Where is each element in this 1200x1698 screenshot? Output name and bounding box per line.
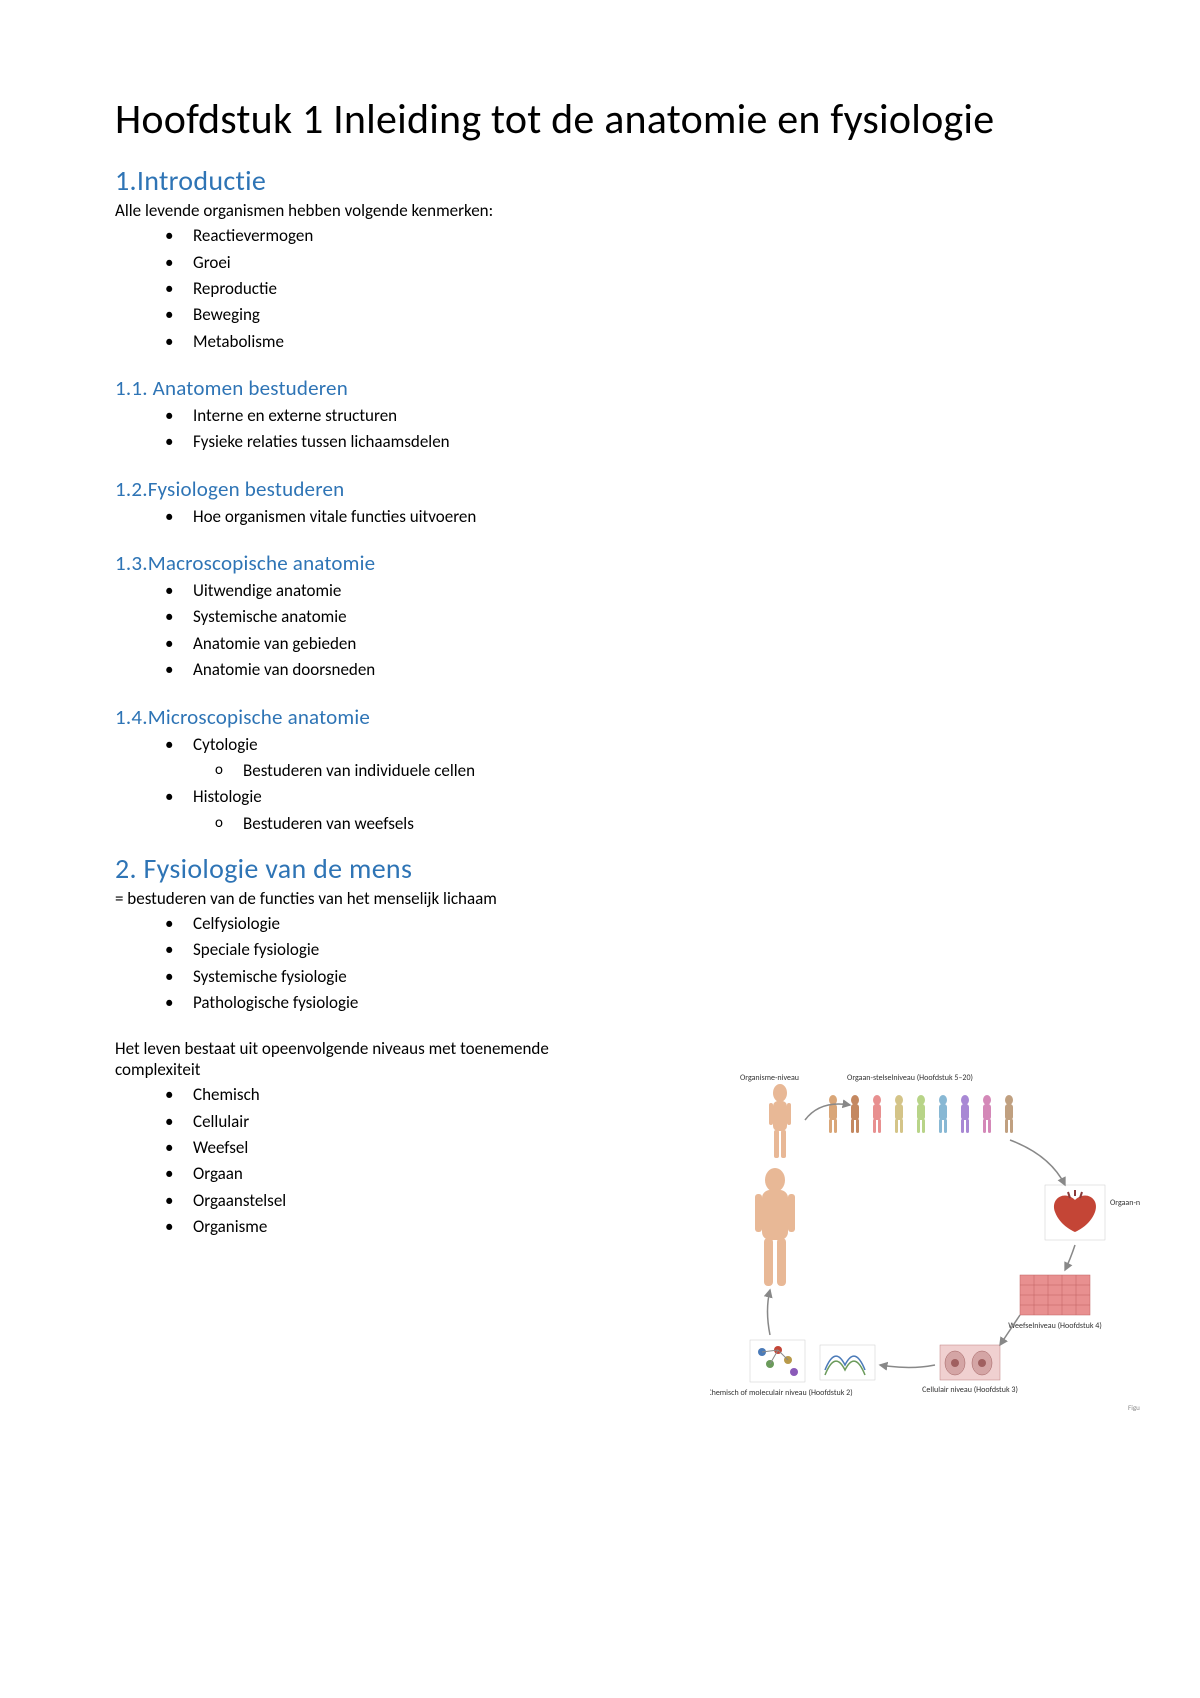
section1-4-heading: 1.4.Microscopische anatomie xyxy=(115,704,1085,730)
list-item: Speciale fysiologie xyxy=(115,937,1085,963)
list-item: Cytologie xyxy=(115,732,1085,758)
section1-heading: 1.Introductie xyxy=(115,163,1085,198)
section1-intro: Alle levende organismen hebben volgende … xyxy=(115,200,1085,221)
list-item: Celfysiologie xyxy=(115,911,1085,937)
list-item: Systemische fysiologie xyxy=(115,964,1085,990)
section1-1-heading: 1.1. Anatomen bestuderen xyxy=(115,375,1085,401)
section1-3-list: Uitwendige anatomie Systemische anatomie… xyxy=(115,578,1085,683)
list-item: Bestuderen van individuele cellen xyxy=(115,758,1085,784)
list-item: Bestuderen van weefsels xyxy=(115,811,1085,837)
fig-label: Weefselniveau (Hoofdstuk 4) xyxy=(1008,1321,1102,1331)
list-item: Groei xyxy=(115,250,1085,276)
list-item: Beweging xyxy=(115,302,1085,328)
list-item: Reactievermogen xyxy=(115,223,1085,249)
list-item: Anatomie van gebieden xyxy=(115,631,1085,657)
sub-list: Bestuderen van individuele cellen xyxy=(115,758,1085,784)
section2-list: Celfysiologie Speciale fysiologie System… xyxy=(115,911,1085,1016)
fig-caption: Figuur 1 xyxy=(1128,1403,1140,1412)
fig-label: Orgaan-stelselniveau (Hoofdstuk 5–20) xyxy=(847,1073,973,1083)
page-title: Hoofdstuk 1 Inleiding tot de anatomie en… xyxy=(115,95,1085,145)
list-item: Anatomie van doorsneden xyxy=(115,657,1085,683)
list-item: Fysieke relaties tussen lichaamsdelen xyxy=(115,429,1085,455)
section1-4-list: Cytologie xyxy=(115,732,1085,758)
section2-heading: 2. Fysiologie van de mens xyxy=(115,851,1085,886)
fig-label: Orgaan-niveau xyxy=(1110,1198,1140,1208)
list-item: Interne en externe structuren xyxy=(115,403,1085,429)
section1-2-list: Hoe organismen vitale functies uitvoeren xyxy=(115,504,1085,530)
section1-4-list2: Histologie xyxy=(115,784,1085,810)
list-item: Histologie xyxy=(115,784,1085,810)
section1-2-heading: 1.2.Fysiologen bestuderen xyxy=(115,476,1085,502)
sub-list: Bestuderen van weefsels xyxy=(115,811,1085,837)
fig-label: Cellulair niveau (Hoofdstuk 3) xyxy=(922,1385,1018,1395)
fig-label: Chemisch of moleculair niveau (Hoofdstuk… xyxy=(710,1388,853,1398)
section1-list: Reactievermogen Groei Reproductie Bewegi… xyxy=(115,223,1085,355)
anatomy-levels-figure: Organisme-niveau Orgaan-stelselniveau (H… xyxy=(710,1070,1140,1420)
list-item: Systemische anatomie xyxy=(115,604,1085,630)
list-item: Hoe organismen vitale functies uitvoeren xyxy=(115,504,1085,530)
section2-intro: = bestuderen van de functies van het men… xyxy=(115,888,1085,909)
list-item: Pathologische fysiologie xyxy=(115,990,1085,1016)
list-item: Uitwendige anatomie xyxy=(115,578,1085,604)
section1-1-list: Interne en externe structuren Fysieke re… xyxy=(115,403,1085,456)
fig-label: Organisme-niveau xyxy=(740,1073,799,1083)
section2-para2: Het leven bestaat uit opeenvolgende nive… xyxy=(115,1038,595,1080)
section1-3-heading: 1.3.Macroscopische anatomie xyxy=(115,550,1085,576)
list-item: Reproductie xyxy=(115,276,1085,302)
list-item: Metabolisme xyxy=(115,329,1085,355)
